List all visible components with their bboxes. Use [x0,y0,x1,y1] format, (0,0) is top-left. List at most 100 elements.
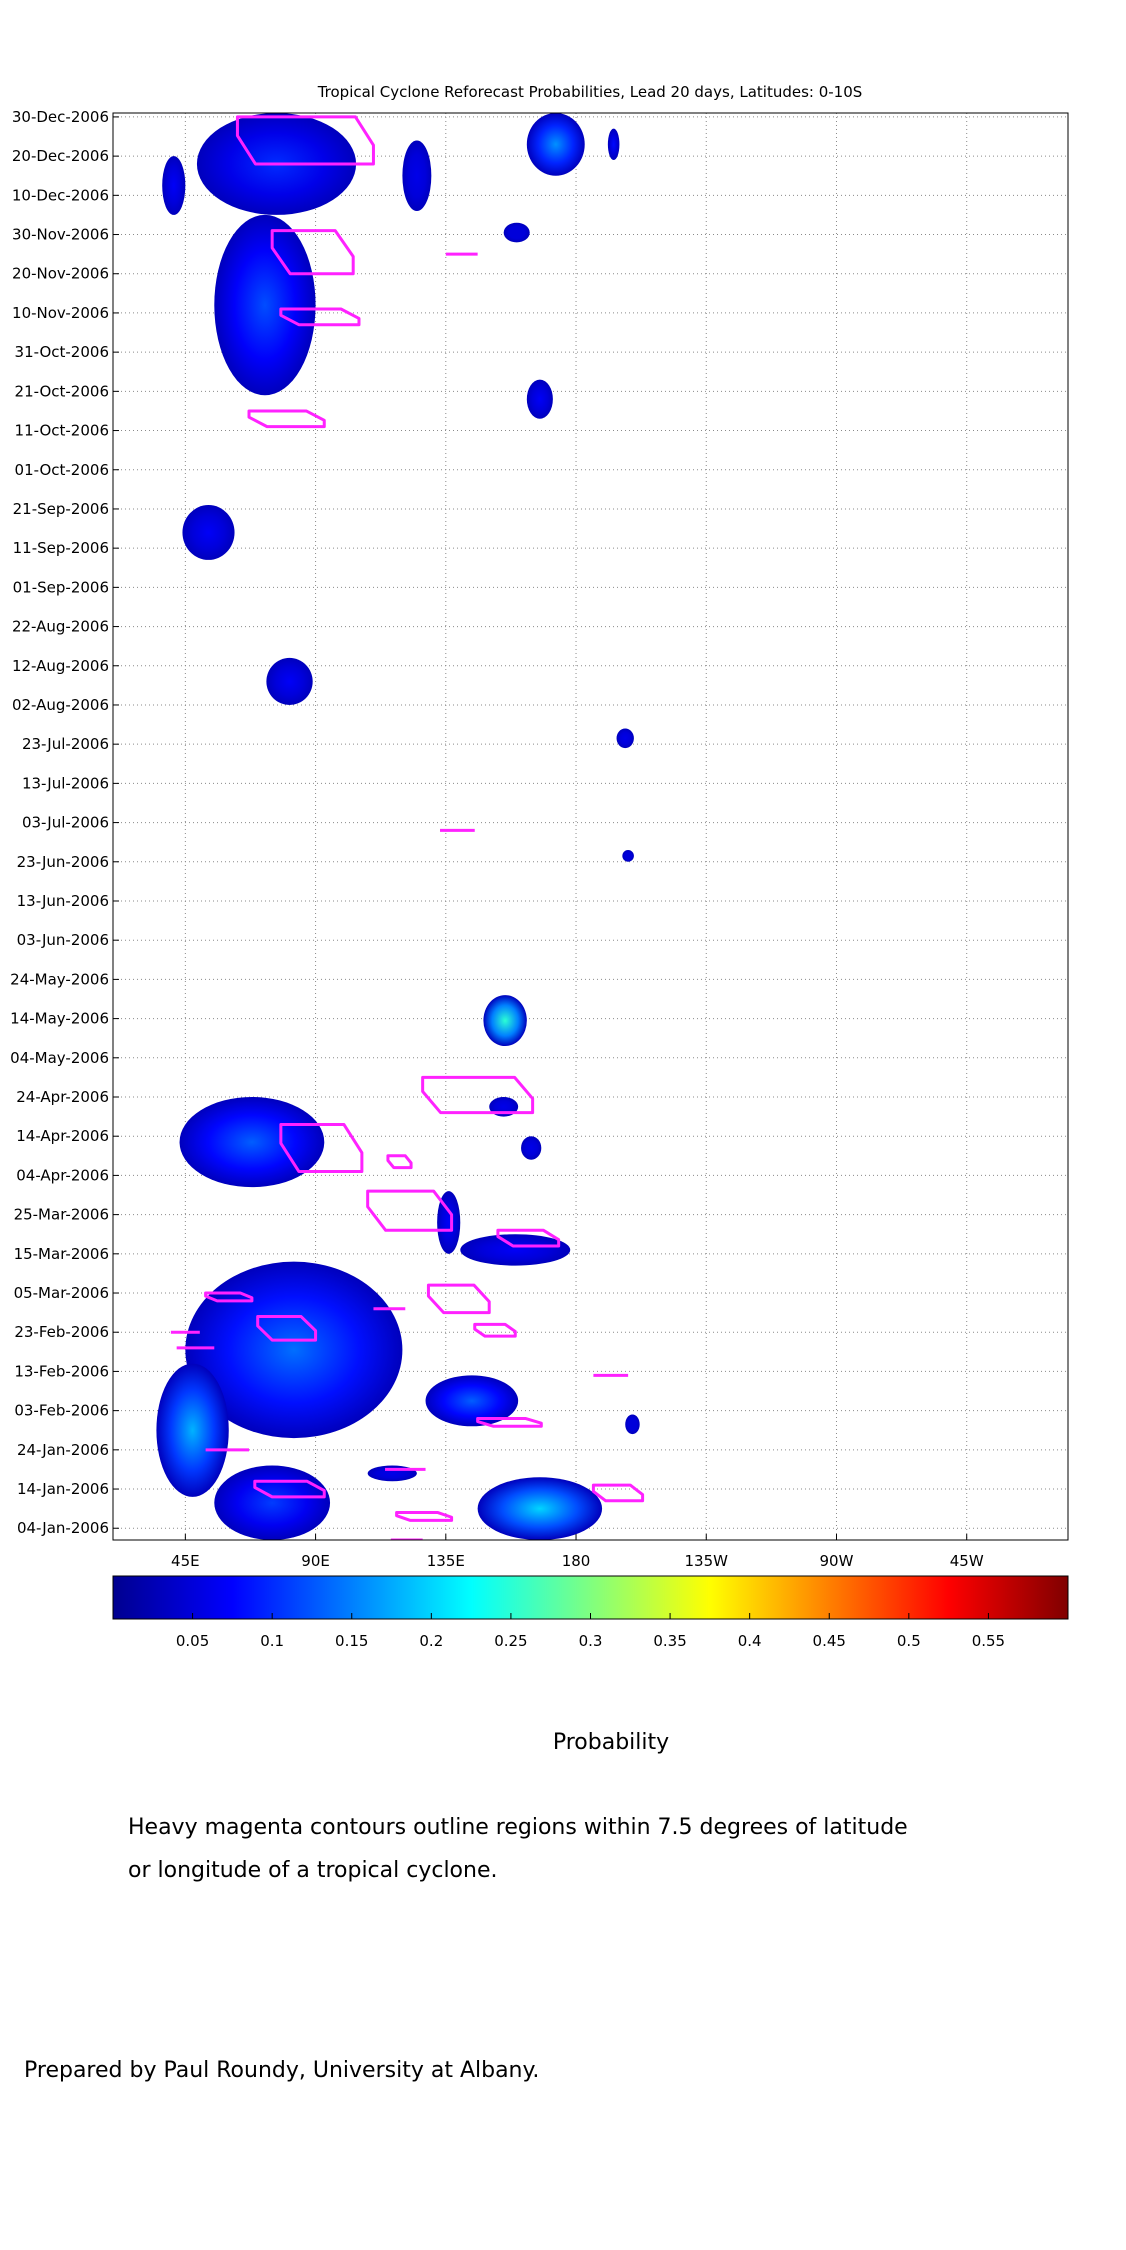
y-tick-label: 14-Jan-2006 [17,1480,109,1498]
probability-region [437,1191,461,1254]
y-tick-label: 03-Feb-2006 [14,1402,109,1420]
y-tick-label: 24-Jan-2006 [17,1441,109,1459]
y-tick-label: 14-May-2006 [10,1010,109,1028]
cyclone-contour [204,1291,254,1303]
probability-region [622,850,634,862]
y-tick-label: 11-Sep-2006 [13,539,109,557]
cyclone-contour [253,1479,326,1499]
probability-region [156,1363,229,1497]
y-tick-label: 25-Mar-2006 [14,1206,109,1224]
cyclone-contour [426,1283,491,1315]
y-tick-label: 12-Aug-2006 [12,657,109,675]
plot-frame [112,112,1069,1541]
y-tick-label: 23-Jun-2006 [17,853,109,871]
x-tick-label: 135E [427,1552,465,1570]
colorbar-tick-label: 0.2 [419,1632,443,1650]
colorbar-tick-label: 0.1 [260,1632,284,1650]
x-axis: 45E 90E 135E 180 135W 90W 45W [171,1534,984,1570]
y-tick-label: 30-Dec-2006 [12,108,109,126]
colorbar-tick-label: 0.45 [813,1632,846,1650]
probability-region [521,1136,542,1160]
colorbar-tick-label: 0.15 [335,1632,368,1650]
cyclone-contour [270,229,355,276]
probability-region [483,995,527,1047]
y-tick-label: 31-Oct-2006 [15,343,109,361]
probability-region [214,1465,331,1540]
contour-note-line-2: or longitude of a tropical cyclone. [128,1858,498,1883]
colorbar-tick-label: 0.25 [494,1632,527,1650]
y-tick-label: 01-Oct-2006 [15,461,109,479]
y-tick-label: 03-Jul-2006 [22,814,109,832]
y-tick-label: 04-Jan-2006 [17,1519,109,1537]
prepared-by: Prepared by Paul Roundy, University at A… [24,2058,540,2083]
cyclone-contour [366,1189,454,1232]
y-tick-label: 23-Feb-2006 [14,1323,109,1341]
y-tick-label: 01-Sep-2006 [13,578,109,596]
y-tick-label: 13-Jul-2006 [22,774,109,792]
y-tick-label: 14-Apr-2006 [16,1127,109,1145]
chart-title: Tropical Cyclone Reforecast Probabilitie… [317,83,863,101]
cyclone-contour [256,1315,318,1342]
colorbar-tick-label: 0.4 [738,1632,762,1650]
y-tick-label: 04-Apr-2006 [16,1166,109,1184]
contour-note-line-1: Heavy magenta contours outline regions w… [128,1815,908,1840]
probability-region [367,1465,417,1482]
y-tick-label: 20-Nov-2006 [12,265,109,283]
cyclone-contours [170,115,645,1540]
y-tick-label: 04-May-2006 [10,1049,109,1067]
colorbar-label: Probability [552,1730,670,1755]
cyclone-contour [591,1483,645,1503]
probability-region [182,505,235,560]
probability-region [266,657,313,705]
colorbar-tick-label: 0.35 [653,1632,686,1650]
cyclone-contour [476,1416,543,1428]
cyclone-contour [279,1122,364,1173]
y-tick-label: 03-Jun-2006 [17,931,109,949]
colorbar-tick-label: 0.05 [176,1632,209,1650]
x-tick-label: 90E [301,1552,330,1570]
colorbar: 0.05 0.1 0.15 0.2 0.25 0.3 0.35 0.4 0.45 0.5 0.55 [112,1575,1069,1650]
x-tick-label: 90W [820,1552,854,1570]
probability-region [460,1234,571,1266]
cyclone-contour [395,1511,454,1522]
cyclone-contour [496,1228,561,1248]
colorbar-gradient [112,1575,1069,1620]
probability-region [179,1097,325,1188]
probability-region [185,1261,403,1439]
cyclone-contour [473,1322,517,1338]
y-tick-label: 21-Oct-2006 [15,382,109,400]
y-axis: 04-Jan-2006 14-Jan-2006 24-Jan-2006 03-Feb-… [10,108,119,1537]
probability-region [526,113,585,176]
probability-region [625,1414,640,1435]
colorbar-tick-label: 0.3 [579,1632,603,1650]
cyclone-contour [421,1075,535,1115]
y-tick-label: 24-Apr-2006 [16,1088,109,1106]
probability-regions [156,113,640,1540]
x-tick-label: 135W [685,1552,729,1570]
y-tick-label: 02-Aug-2006 [12,696,109,714]
colorbar-tick-label: 0.5 [897,1632,921,1650]
probability-region [162,156,186,215]
x-tick-label: 180 [562,1552,591,1570]
probability-region [214,214,316,396]
y-tick-label: 10-Dec-2006 [12,186,109,204]
colorbar-tick-label: 0.55 [972,1632,1005,1650]
y-tick-label: 24-May-2006 [10,970,109,988]
cyclone-contour [247,409,326,429]
probability-region [477,1477,603,1540]
y-tick-label: 10-Nov-2006 [12,304,109,322]
cyclone-contour [235,115,375,166]
y-tick-label: 13-Jun-2006 [17,892,109,910]
y-tick-label: 15-Mar-2006 [14,1245,109,1263]
y-tick-label: 05-Mar-2006 [14,1284,109,1302]
y-tick-label: 22-Aug-2006 [12,618,109,636]
probability-region [503,222,530,243]
y-tick-label: 30-Nov-2006 [12,226,109,244]
y-tick-label: 21-Sep-2006 [13,500,109,518]
cyclone-contour [386,1154,413,1170]
y-tick-label: 20-Dec-2006 [12,147,109,165]
probability-region [616,728,634,749]
y-tick-label: 13-Feb-2006 [14,1362,109,1380]
cyclone-contour [279,307,361,327]
y-tick-label: 23-Jul-2006 [22,735,109,753]
